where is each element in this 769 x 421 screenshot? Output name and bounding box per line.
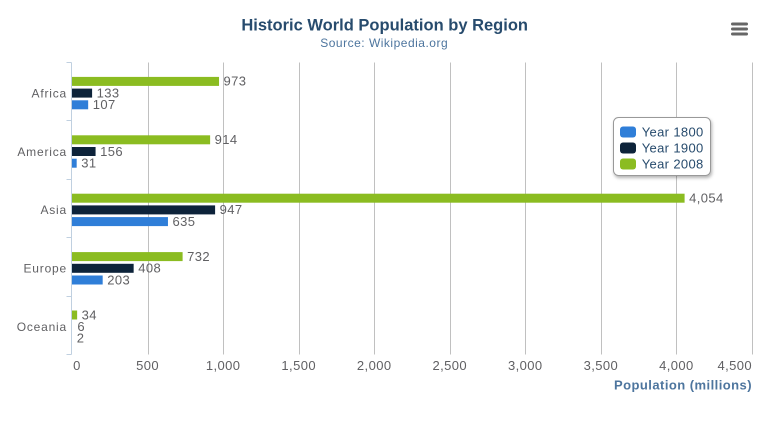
svg-text:Asia: Asia: [40, 203, 67, 217]
svg-text:107: 107: [93, 97, 116, 112]
svg-text:3,000: 3,000: [508, 358, 543, 373]
svg-text:732: 732: [187, 249, 210, 264]
svg-text:2: 2: [77, 331, 85, 346]
svg-text:4,500: 4,500: [717, 358, 752, 373]
svg-text:3,500: 3,500: [584, 358, 619, 373]
svg-text:Year 1800: Year 1800: [642, 124, 704, 139]
svg-text:408: 408: [138, 261, 161, 276]
svg-text:6: 6: [77, 319, 85, 334]
svg-text:4,054: 4,054: [689, 191, 724, 206]
svg-text:1,500: 1,500: [281, 358, 316, 373]
svg-text:1,000: 1,000: [206, 358, 241, 373]
svg-text:Source: Wikipedia.org: Source: Wikipedia.org: [320, 36, 448, 50]
svg-text:635: 635: [173, 214, 196, 229]
svg-text:34: 34: [82, 307, 97, 322]
svg-text:973: 973: [224, 74, 247, 89]
svg-text:Year 1900: Year 1900: [642, 140, 704, 155]
svg-text:203: 203: [107, 272, 130, 287]
svg-text:4,000: 4,000: [659, 358, 694, 373]
svg-text:Oceania: Oceania: [17, 320, 67, 334]
svg-text:2,500: 2,500: [433, 358, 468, 373]
svg-text:2,000: 2,000: [357, 358, 392, 373]
svg-text:0: 0: [73, 358, 81, 373]
svg-text:31: 31: [81, 156, 96, 171]
svg-text:Historic World Population by R: Historic World Population by Region: [241, 16, 528, 34]
svg-text:133: 133: [97, 85, 120, 100]
svg-text:947: 947: [220, 202, 243, 217]
svg-text:Europe: Europe: [24, 262, 68, 276]
svg-text:156: 156: [100, 144, 123, 159]
svg-text:500: 500: [136, 358, 159, 373]
svg-text:Year 2008: Year 2008: [642, 156, 704, 171]
svg-text:914: 914: [215, 132, 238, 147]
svg-text:Population (millions): Population (millions): [614, 377, 752, 392]
svg-text:America: America: [17, 145, 67, 159]
svg-text:Africa: Africa: [32, 86, 67, 100]
